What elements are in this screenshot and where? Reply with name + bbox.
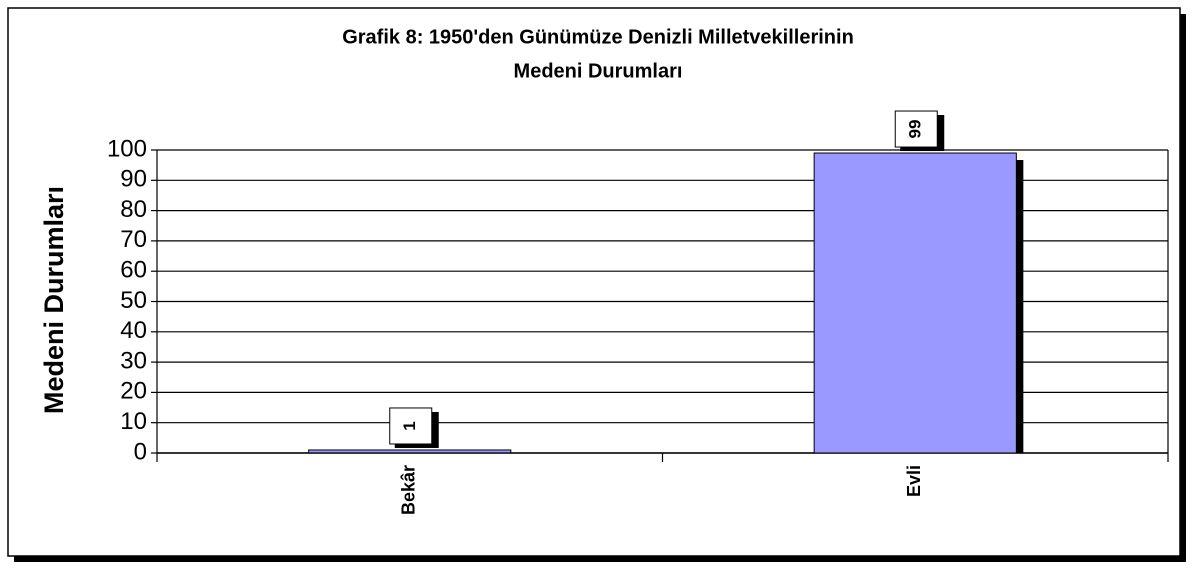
y-tick-label: 20	[120, 378, 147, 405]
y-tick-label: 90	[120, 166, 147, 193]
y-tick-label: 0	[134, 438, 147, 465]
y-tick-label: 80	[120, 196, 147, 223]
value-label: 99	[906, 120, 925, 139]
y-tick-label: 50	[120, 287, 147, 314]
y-tick-label: 10	[120, 408, 147, 435]
bar	[813, 152, 1017, 454]
y-tick-label: 30	[120, 347, 147, 374]
y-tick-label: 40	[120, 317, 147, 344]
value-label-box	[389, 407, 433, 445]
x-tick-label: Bekâr	[399, 465, 419, 515]
y-tick-label: 70	[120, 226, 147, 253]
chart-title: Medeni Durumları	[514, 60, 683, 82]
chart-title: Grafik 8: 1950'den Günümüze Denizli Mill…	[342, 26, 854, 48]
y-tick-label: 60	[120, 257, 147, 284]
y-tick-label: 100	[107, 135, 147, 162]
x-tick-label: Evli	[904, 465, 924, 497]
value-label-box	[894, 110, 938, 148]
value-label: 1	[400, 421, 419, 430]
y-axis-label: Medeni Durumları	[39, 186, 69, 414]
